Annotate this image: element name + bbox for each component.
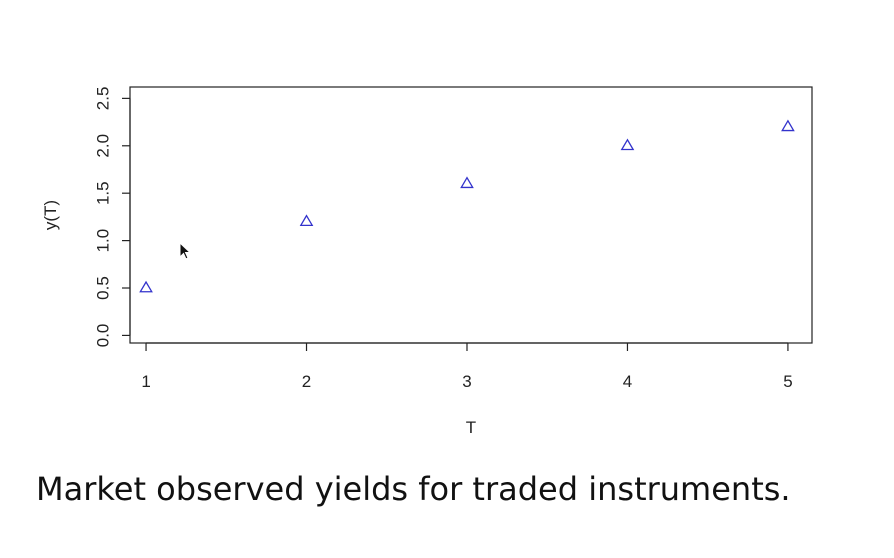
data-point-triangle <box>781 119 795 132</box>
y-axis-label: y(T) <box>41 200 60 230</box>
data-points <box>139 119 795 293</box>
data-point-triangle <box>620 138 635 151</box>
data-point-triangle <box>460 176 474 189</box>
plot-area-frame <box>129 86 813 344</box>
x-tick-label: 4 <box>623 372 632 391</box>
y-tick-label: 0.0 <box>94 324 113 348</box>
data-point-triangle <box>299 214 314 227</box>
mouse-pointer-icon <box>179 241 193 267</box>
figure-caption: Market observed yields for traded instru… <box>36 470 791 508</box>
y-tick-label: 2.0 <box>94 134 113 158</box>
x-tick-label: 2 <box>302 372 311 391</box>
y-tick-label: 1.0 <box>94 229 113 253</box>
x-tick-label: 5 <box>783 372 792 391</box>
y-tick-label: 0.5 <box>94 276 113 300</box>
x-tick-label: 3 <box>462 372 471 391</box>
y-tick-label: 1.5 <box>94 181 113 205</box>
y-axis: 0.0 0.5 1.0 1.5 2.0 2.5 <box>94 87 131 348</box>
data-point-triangle <box>139 280 153 293</box>
x-axis-label: T <box>466 418 476 437</box>
x-tick-label: 1 <box>141 372 150 391</box>
y-tick-label: 2.5 <box>94 87 113 111</box>
x-axis: 1 2 3 4 5 <box>141 342 793 391</box>
